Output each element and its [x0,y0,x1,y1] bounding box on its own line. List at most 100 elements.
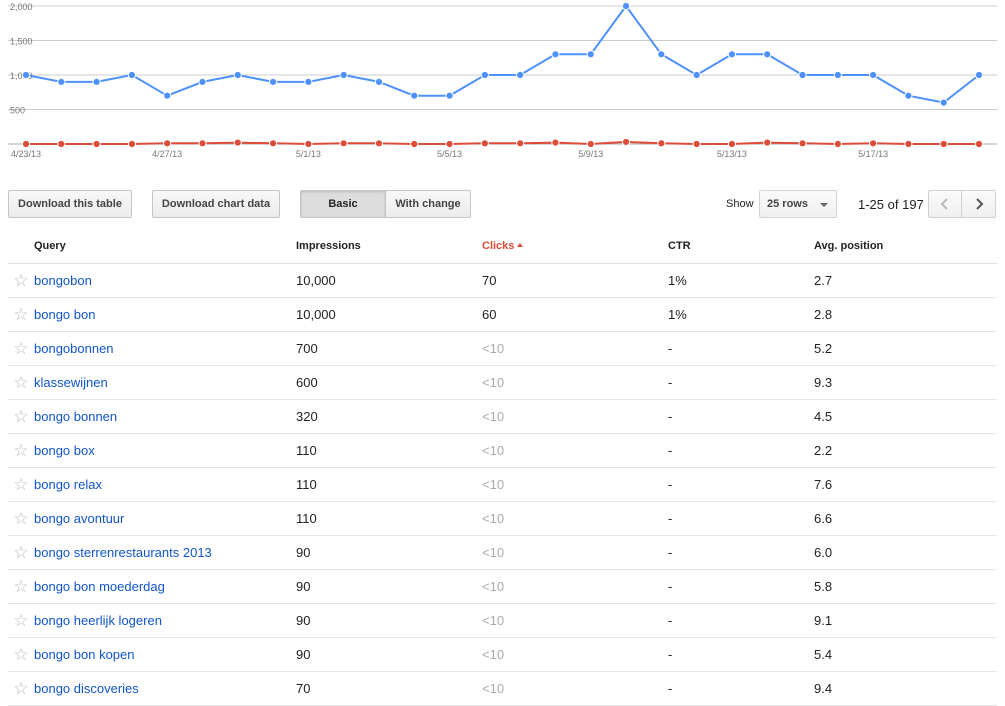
position-column-header[interactable]: Avg. position [814,229,997,264]
y-tick-label: 1,500 [10,37,33,47]
star-icon[interactable]: ☆ [8,637,34,672]
impressions-data-point [904,91,913,100]
clicks-data-point [833,139,842,149]
impressions-cell: 110 [296,433,482,468]
impressions-data-point [198,77,207,87]
download-chart-data-button[interactable]: Download chart data [152,190,280,218]
table-row: ☆ bongo bon moederdag 90 <10-5.8 [8,569,997,604]
impressions-data-point [233,70,242,80]
impressions-cell: 90 [296,603,482,638]
clicks-data-point [198,139,207,148]
clicks-data-point [163,139,172,148]
impressions-data-point [57,77,66,87]
ctr-column-header[interactable]: CTR [668,229,814,264]
impressions-column-header[interactable]: Impressions [296,229,482,264]
table-toolbar: Download this table Download chart data … [0,190,1005,220]
query-link[interactable]: bongo discoveries [34,671,296,706]
position-cell: 9.1 [814,603,997,638]
ctr-cell: - [668,569,814,604]
table-row: ☆ bongo box 110 <10-2.2 [8,433,997,468]
star-icon[interactable]: ☆ [8,365,34,400]
clicks-cell: <10 [482,331,668,366]
query-link[interactable]: bongo sterrenrestaurants 2013 [34,535,296,570]
star-icon[interactable]: ☆ [8,297,34,332]
impressions-data-point [869,70,878,80]
table-row: ☆ bongo heerlijk logeren 90 <10-9.1 [8,603,997,638]
clicks-data-point [339,139,348,148]
impressions-cell: 600 [296,365,482,400]
impressions-cell: 70 [296,671,482,706]
clicks-data-point [410,139,419,149]
position-cell: 5.8 [814,569,997,604]
impressions-data-point [304,77,313,87]
clicks-column-header[interactable]: Clicks [482,229,668,264]
clicks-cell: <10 [482,671,668,706]
query-link[interactable]: klassewijnen [34,365,296,400]
clicks-data-point [445,139,454,149]
ctr-cell: - [668,331,814,366]
impressions-data-point [127,70,136,80]
position-cell: 5.4 [814,637,997,672]
star-icon[interactable]: ☆ [8,569,34,604]
star-icon[interactable]: ☆ [8,433,34,468]
query-link[interactable]: bongo box [34,433,296,468]
impressions-data-point [551,50,560,59]
query-link[interactable]: bongo bonnen [34,399,296,434]
impressions-data-point [21,70,31,80]
clicks-data-point [692,139,701,149]
clicks-data-point [374,139,384,148]
clicks-header-label: Clicks [482,240,515,252]
clicks-data-point [268,139,278,148]
query-column-header[interactable]: Query [34,229,296,264]
with-change-view-button[interactable]: With change [386,190,471,218]
impressions-data-point [621,1,631,11]
clicks-data-point [21,139,31,149]
ctr-cell: - [668,671,814,706]
position-cell: 2.7 [814,263,997,298]
y-tick-label: 2,000 [10,2,33,12]
impressions-cell: 90 [296,569,482,604]
clicks-cell: <10 [482,603,668,638]
star-icon[interactable]: ☆ [8,263,34,298]
clicks-cell: <10 [482,365,668,400]
star-icon[interactable]: ☆ [8,603,34,638]
ctr-cell: - [668,467,814,502]
impressions-data-point [480,70,489,80]
impressions-data-point [586,50,595,59]
clicks-data-point [939,139,948,149]
position-cell: 5.2 [814,331,997,366]
query-link[interactable]: bongo heerlijk logeren [34,603,296,638]
table-row: ☆ bongo bon kopen 90 <10-5.4 [8,637,997,672]
query-link[interactable]: bongo bon kopen [34,637,296,672]
clicks-data-point [127,139,136,149]
star-icon[interactable]: ☆ [8,501,34,536]
star-icon[interactable]: ☆ [8,671,34,706]
impressions-cell: 320 [296,399,482,434]
table-header-row: Query Impressions Clicks CTR Avg. positi… [8,229,997,264]
x-tick-label: 5/17/13 [858,149,888,159]
next-page-button[interactable] [962,190,996,218]
query-link[interactable]: bongo bon [34,297,296,332]
star-icon[interactable]: ☆ [8,535,34,570]
query-link[interactable]: bongo bon moederdag [34,569,296,604]
query-link[interactable]: bongo relax [34,467,296,502]
impressions-cell: 700 [296,331,482,366]
impressions-data-point [974,70,984,80]
basic-view-button[interactable]: Basic [300,190,386,218]
star-icon[interactable]: ☆ [8,331,34,366]
download-table-button[interactable]: Download this table [8,190,132,218]
impressions-data-point [92,77,101,87]
query-link[interactable]: bongobonnen [34,331,296,366]
star-icon[interactable]: ☆ [8,399,34,434]
query-link[interactable]: bongobon [34,263,296,298]
table-row: ☆ bongo relax 110 <10-7.6 [8,467,997,502]
impressions-cell: 110 [296,467,482,502]
rows-per-page-select[interactable]: 25 rows [759,190,837,218]
table-row: ☆ bongobon 10,000 70 1% 2.7 [8,263,997,298]
clicks-cell: 70 [482,263,668,298]
query-link[interactable]: bongo avontuur [34,501,296,536]
impressions-data-point [516,70,525,80]
star-icon[interactable]: ☆ [8,467,34,502]
previous-page-button[interactable] [928,190,962,218]
clicks-data-point [586,139,595,149]
